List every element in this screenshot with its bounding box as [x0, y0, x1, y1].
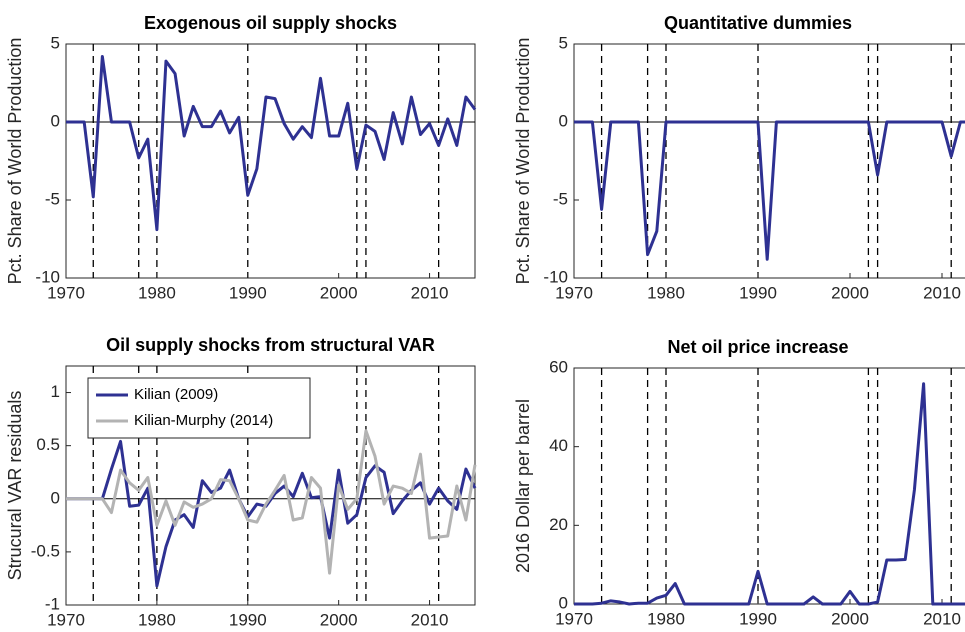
series-line	[574, 382, 965, 606]
y-tick-label: -5	[553, 189, 568, 208]
y-tick-label: 5	[51, 33, 60, 52]
y-tick-label: 0	[559, 111, 568, 130]
y-tick-label: 0	[51, 111, 60, 130]
x-tick-label: 2000	[320, 610, 358, 629]
y-tick-label: -10	[35, 267, 60, 286]
x-tick-label: 1980	[138, 283, 176, 302]
legend-label: Kilian-Murphy (2014)	[134, 412, 273, 429]
x-tick-label: 1990	[739, 283, 777, 302]
x-tick-label: 1980	[138, 610, 176, 629]
x-tick-label: 2000	[320, 283, 358, 302]
axes-background	[65, 43, 476, 279]
x-tick-label: 1970	[47, 610, 85, 629]
x-tick-label: 1970	[555, 283, 593, 302]
y-tick-label: 0	[51, 488, 60, 507]
subplot: -10 -5 0 5 1970 1980 1990 2000 2010 Quantitative …	[513, 13, 965, 302]
subplot: -10 -5 0 5 1970 1980 1990 2000 2010 Exogenous oil…	[5, 13, 477, 302]
x-tick-label: 1990	[739, 609, 777, 628]
y-axis-label: Pct. Share of World Production	[5, 38, 25, 285]
y-axis-label: Pct. Share of World Production	[513, 38, 533, 285]
y-axis-label: 2016 Dollar per barrel	[513, 399, 533, 573]
x-tick-label: 2010	[411, 610, 449, 629]
legend: Kilian (2009) Kilian-Murphy (2014)	[87, 377, 311, 439]
x-tick-label: 2000	[831, 283, 869, 302]
legend-box	[87, 377, 311, 439]
y-tick-label: 60	[549, 357, 568, 376]
y-tick-label: 1	[51, 382, 60, 401]
x-tick-label: 1980	[647, 283, 685, 302]
x-tick-label: 2010	[923, 609, 961, 628]
series-line	[574, 120, 965, 261]
x-tick-label: 1980	[647, 609, 685, 628]
x-tick-label: 1970	[555, 609, 593, 628]
x-tick-label: 2010	[411, 283, 449, 302]
series-line	[66, 54, 477, 232]
subplot: -1 -0.5 0 0.5 1 1970 1980 1990 2000 2010 Oil suppl…	[5, 335, 477, 629]
x-tick-label: 2010	[923, 283, 961, 302]
y-tick-label: -0.5	[31, 541, 60, 560]
y-tick-label: 0.5	[36, 435, 60, 454]
y-tick-label: 5	[559, 33, 568, 52]
legend-label: Kilian (2009)	[134, 386, 218, 403]
y-tick-label: -1	[45, 594, 60, 613]
y-tick-label: 20	[549, 515, 568, 534]
x-tick-label: 1990	[229, 283, 267, 302]
chart-title: Oil supply shocks from structural VAR	[106, 335, 435, 355]
y-tick-label: -5	[45, 189, 60, 208]
x-tick-label: 1990	[229, 610, 267, 629]
x-tick-label: 1970	[47, 283, 85, 302]
axes-background	[573, 367, 965, 605]
subplot: 0 20 40 60 1970 1980 1990 2000 2010 Net oil price…	[513, 337, 965, 628]
y-tick-label: 40	[549, 436, 568, 455]
x-tick-label: 2000	[831, 609, 869, 628]
y-axis-label: Strucural VAR residuals	[5, 391, 25, 581]
chart-title: Net oil price increase	[667, 337, 848, 357]
y-tick-label: 0	[559, 593, 568, 612]
series-line	[66, 429, 477, 575]
chart-title: Exogenous oil supply shocks	[144, 13, 397, 33]
y-tick-label: -10	[543, 267, 568, 286]
chart-title: Quantitative dummies	[664, 13, 852, 33]
